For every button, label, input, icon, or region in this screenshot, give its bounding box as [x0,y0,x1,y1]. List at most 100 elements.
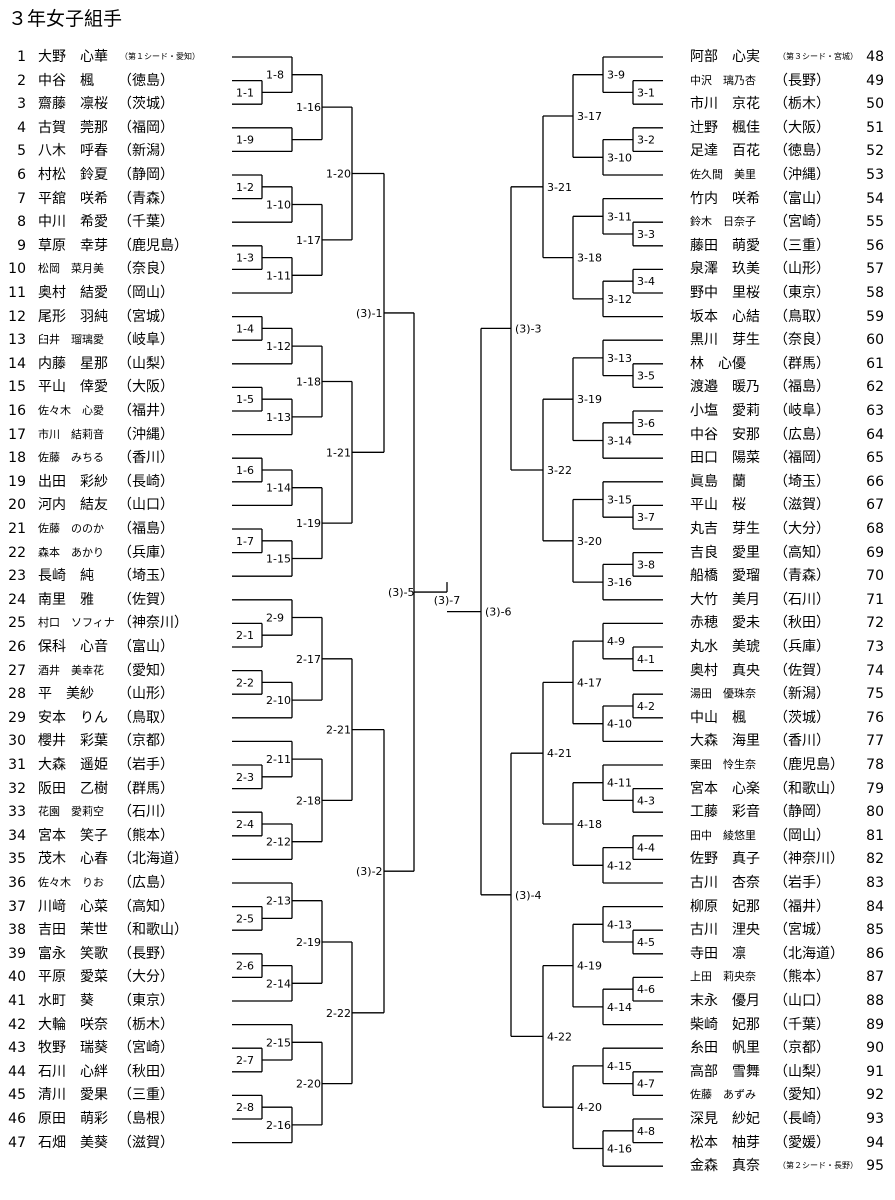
player-number: 44 [8,1063,26,1080]
player-prefecture: （山形） [118,686,174,703]
player-name: 阪田 乙樹 [38,780,108,797]
player-prefecture: （岐阜） [774,403,830,419]
player-name: 佐野 真子 [690,851,760,868]
player-name: 工藤 彩音 [690,804,760,821]
player-number: 94 [866,1134,884,1151]
player-number: 95 [866,1158,884,1175]
player-row: 15 平山 倖愛 （大阪） [0,376,230,398]
player-name: 大竹 美月 [690,591,760,608]
match-label: 3-15 [607,494,632,507]
match-label: 1-3 [236,252,254,265]
player-row: 41 水町 葵 （東京） [0,990,230,1012]
match-label: 1-8 [266,69,284,82]
match-label: 4-8 [637,1125,655,1138]
match-label: 4-12 [607,859,632,872]
match-label: 3-14 [607,435,632,448]
player-prefecture: （鳥取） [118,709,174,726]
player-number: 89 [866,1016,884,1033]
player-prefecture: （三重） [774,237,830,254]
player-prefecture: （大分） [774,521,830,537]
player-row: 39 富永 笑歌 （長野） [0,943,230,965]
match-label: 3-20 [577,535,602,548]
player-name: 藤田 萌愛 [690,237,760,254]
player-number: 72 [866,615,884,632]
player-number: 64 [866,426,884,443]
match-label: (3)-7 [434,594,461,607]
player-row: 45 清川 愛果 （三重） [0,1084,230,1106]
player-name: 原田 萌彩 [38,1111,108,1127]
player-row: 栗田 怜生奈 （鹿児島） 78 [690,754,890,776]
match-label: (3)-6 [485,606,512,619]
player-name: 辻野 楓佳 [690,119,760,136]
match-label: 2-21 [326,724,351,737]
player-row: 田中 綾悠里 （岡山） 81 [690,825,890,847]
player-number: 41 [8,993,26,1009]
player-number: 29 [8,709,26,726]
player-row: 丸吉 芽生 （大分） 68 [690,518,890,540]
match-label: 1-14 [266,482,291,495]
player-name: 眞島 蘭 [690,473,746,490]
match-label: 4-21 [547,747,572,760]
player-number: 28 [8,686,26,703]
player-prefecture: （山形） [774,261,830,278]
player-prefecture: （東京） [774,285,830,301]
match-label: 2-8 [236,1101,254,1114]
player-row: 40 平原 愛菜 （大分） [0,966,230,988]
match-label: 2-13 [266,895,291,908]
player-row: 中沢 璃乃杏 （長野） 49 [690,70,890,92]
player-number: 78 [866,757,884,773]
player-name: 石畑 美葵 [38,1134,108,1151]
player-number: 36 [8,875,26,891]
player-row: 上田 莉央奈 （熊本） 87 [690,966,890,988]
player-name: 平山 桜 [690,497,746,514]
player-row: 46 原田 萌彩 （島根） [0,1108,230,1130]
match-label: 1-2 [236,181,254,194]
player-row: 20 河内 結友 （山口） [0,494,230,516]
player-number: 20 [8,497,26,514]
player-number: 88 [866,993,884,1009]
player-row: 34 宮本 笑子 （熊本） [0,825,230,847]
player-number: 3 [17,96,26,113]
player-row: 44 石川 心絆 （秋田） [0,1061,230,1083]
player-name: 尾形 羽純 [38,308,108,325]
player-prefecture: （大分） [118,969,174,986]
player-number: 71 [866,591,884,608]
player-number: 35 [8,851,26,868]
player-row: 糸田 帆里 （京都） 90 [690,1037,890,1059]
player-number: 43 [8,1040,26,1057]
player-row: 吉良 愛里 （高知） 69 [690,542,890,564]
player-row: 眞島 蘭 （埼玉） 66 [690,471,890,493]
player-number: 67 [866,497,884,514]
player-row: 24 南里 雅 （佐賀） [0,589,230,611]
player-prefecture: （滋賀） [118,1134,174,1151]
player-number: 5 [17,143,26,160]
player-prefecture: （第１シード・愛知） [120,52,200,61]
match-label: 4-9 [607,635,625,648]
player-prefecture: （富山） [118,639,174,655]
player-row: 36 佐々木 りお （広島） [0,872,230,894]
match-label: 4-19 [577,960,602,973]
player-name: 平舘 咲希 [38,190,108,207]
player-row: 市川 京花 （栃木） 50 [690,93,890,115]
player-name: 南里 雅 [38,591,94,608]
player-number: 8 [17,214,26,231]
player-row: 渡邉 暖乃 （福島） 62 [690,376,890,398]
match-label: 3-21 [547,181,572,194]
player-name: 酒井 美幸花 [38,663,104,677]
player-prefecture: （山梨） [774,1063,830,1080]
player-name: 富永 笑歌 [38,945,108,962]
match-label: 1-19 [296,517,321,530]
match-label: 2-22 [326,1007,351,1020]
player-name: 竹内 咲希 [690,190,760,207]
match-label: 4-20 [577,1101,602,1114]
player-prefecture: （兵庫） [118,544,174,561]
match-label: 3-1 [637,86,655,99]
match-label: 4-13 [607,918,632,931]
player-row: 古川 杏奈 （岩手） 83 [690,872,890,894]
match-label: 3-13 [607,352,632,365]
player-prefecture: （山梨） [118,355,174,372]
player-prefecture: （長崎） [118,473,174,490]
match-label: 2-10 [266,694,291,707]
player-name: 金森 真奈 [690,1158,760,1175]
player-number: 27 [8,662,26,679]
